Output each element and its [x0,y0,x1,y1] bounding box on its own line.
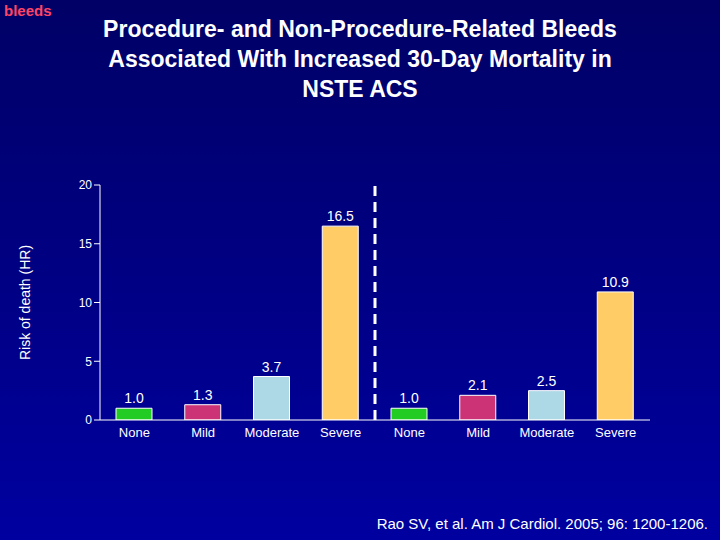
svg-text:2.5: 2.5 [537,373,557,389]
svg-text:Mild: Mild [191,425,215,440]
svg-text:1.0: 1.0 [124,390,144,406]
svg-text:0: 0 [85,413,92,427]
svg-text:2.1: 2.1 [468,377,488,393]
svg-text:Risk of death (HR): Risk of death (HR) [17,245,33,360]
svg-text:3.7: 3.7 [262,359,282,375]
svg-text:16.5: 16.5 [327,208,354,224]
svg-text:1.3: 1.3 [193,387,213,403]
svg-text:10: 10 [79,296,93,310]
html-text:bleeds: bleeds [4,2,52,19]
svg-text:1.0: 1.0 [399,390,419,406]
svg-text:Moderate: Moderate [519,425,574,440]
svg-text:20: 20 [79,178,93,192]
svg-text:None: None [394,425,425,440]
html-text:Rao SV, et al. Am J Cardiol. 2: Rao SV, et al. Am J Cardiol. 2005; 96: 1… [376,515,708,532]
svg-text:10.9: 10.9 [602,274,629,290]
html-text:Procedure- and Non-Procedure-R: Procedure- and Non-Procedure-Related Ble… [103,16,617,102]
svg-text:None: None [119,425,150,440]
svg-text:5: 5 [85,355,92,369]
svg-text:Mild: Mild [466,425,490,440]
svg-text:15: 15 [79,237,93,251]
svg-text:Moderate: Moderate [244,425,299,440]
svg-text:Severe: Severe [595,425,636,440]
svg-text:Severe: Severe [320,425,361,440]
